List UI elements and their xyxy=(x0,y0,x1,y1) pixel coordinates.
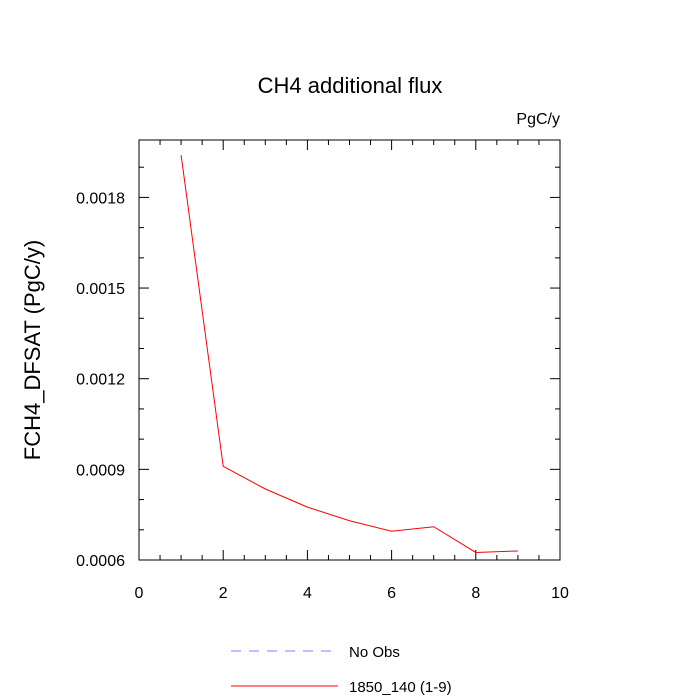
chart-title: CH4 additional flux xyxy=(258,73,443,98)
y-tick-label: 0.0015 xyxy=(76,281,125,298)
x-tick-label: 4 xyxy=(303,585,312,602)
legend: No Obs 1850_140 (1-9) xyxy=(231,644,452,696)
y-tick-label: 0.0012 xyxy=(76,372,125,389)
x-tick-label: 2 xyxy=(219,585,228,602)
x-tick-label: 8 xyxy=(471,585,480,602)
x-tick-label: 0 xyxy=(135,585,144,602)
y-tick-label: 0.0018 xyxy=(76,190,125,207)
series-line-1 xyxy=(180,155,518,553)
x-tick-label: 6 xyxy=(387,585,396,602)
y-tick-label: 0.0006 xyxy=(76,553,125,570)
ticks-layer: 0 2 4 6 8 10 0.0006 0.0009 0.0012 0.0015 0.0018 xyxy=(76,140,569,602)
plot-frame xyxy=(138,139,561,561)
y-axis-label: FCH4_DFSAT (PgC/y) xyxy=(20,240,45,460)
y-tick-label: 0.0009 xyxy=(76,462,125,479)
x-tick-label: 10 xyxy=(551,585,569,602)
units-label: PgC/y xyxy=(516,111,560,128)
series-layer xyxy=(180,155,518,553)
legend-label: 1850_140 (1-9) xyxy=(349,679,452,696)
legend-label: No Obs xyxy=(349,644,400,661)
